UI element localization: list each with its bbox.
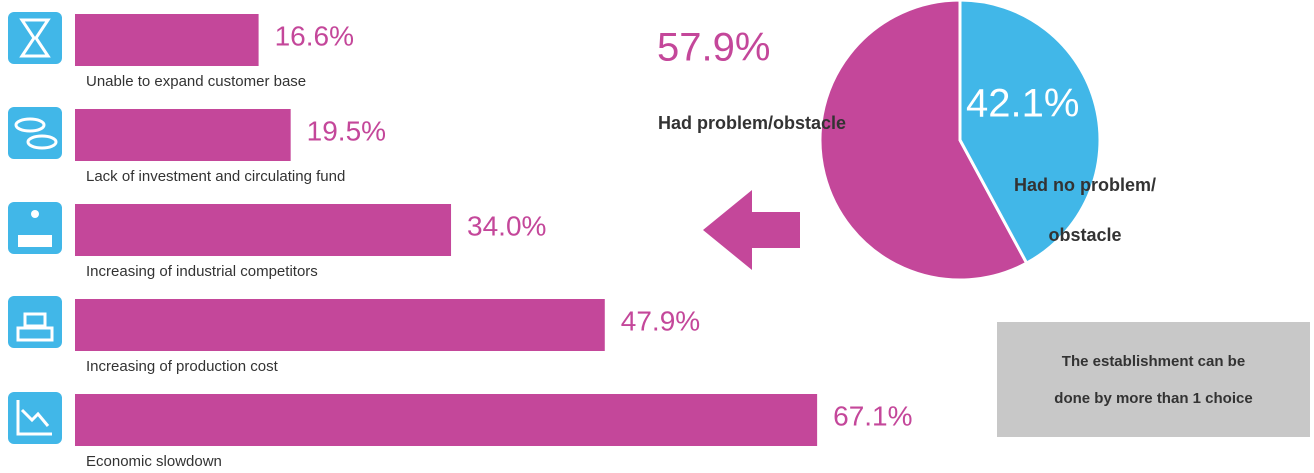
bar <box>75 14 259 66</box>
value-label: 34.0% <box>467 210 546 241</box>
icon-glyph <box>31 210 39 218</box>
value-label: 19.5% <box>307 115 386 146</box>
value-label: 42.1% <box>966 82 1079 126</box>
icon-bricks <box>8 296 62 348</box>
value-label: 67.1% <box>833 400 912 431</box>
bar <box>75 394 818 446</box>
category-label: Had no problem/ obstacle <box>1013 175 1156 245</box>
pie-slice <box>818 0 1029 282</box>
bar <box>75 299 605 351</box>
category-label: Lack of investment and circulating fund <box>86 168 345 185</box>
arrow <box>703 190 800 270</box>
category-label: Had problem/obstacle <box>658 113 846 133</box>
icon-glyph <box>14 117 46 133</box>
icon-glyph <box>19 18 51 58</box>
category-label: Increasing of industrial competitors <box>86 263 318 280</box>
note: The establishment can be done by more th… <box>1054 352 1253 407</box>
value-label: 16.6% <box>275 20 354 51</box>
icon-glyph <box>18 235 52 247</box>
pie-slice <box>958 0 1102 266</box>
category-label: Economic slowdown <box>86 453 222 470</box>
bar <box>75 109 291 161</box>
icon-coins <box>8 107 62 159</box>
value-label: 57.9% <box>657 26 770 70</box>
icon-glyph <box>16 400 52 436</box>
icon-glyph <box>26 134 58 150</box>
value-label: 47.9% <box>621 305 700 336</box>
category-label: Unable to expand customer base <box>86 73 306 90</box>
note-box: The establishment can be done by more th… <box>997 322 1310 437</box>
bar <box>75 204 452 256</box>
category-label: Increasing of production cost <box>86 358 279 375</box>
icon-glyph <box>16 312 54 342</box>
icons <box>8 12 62 444</box>
